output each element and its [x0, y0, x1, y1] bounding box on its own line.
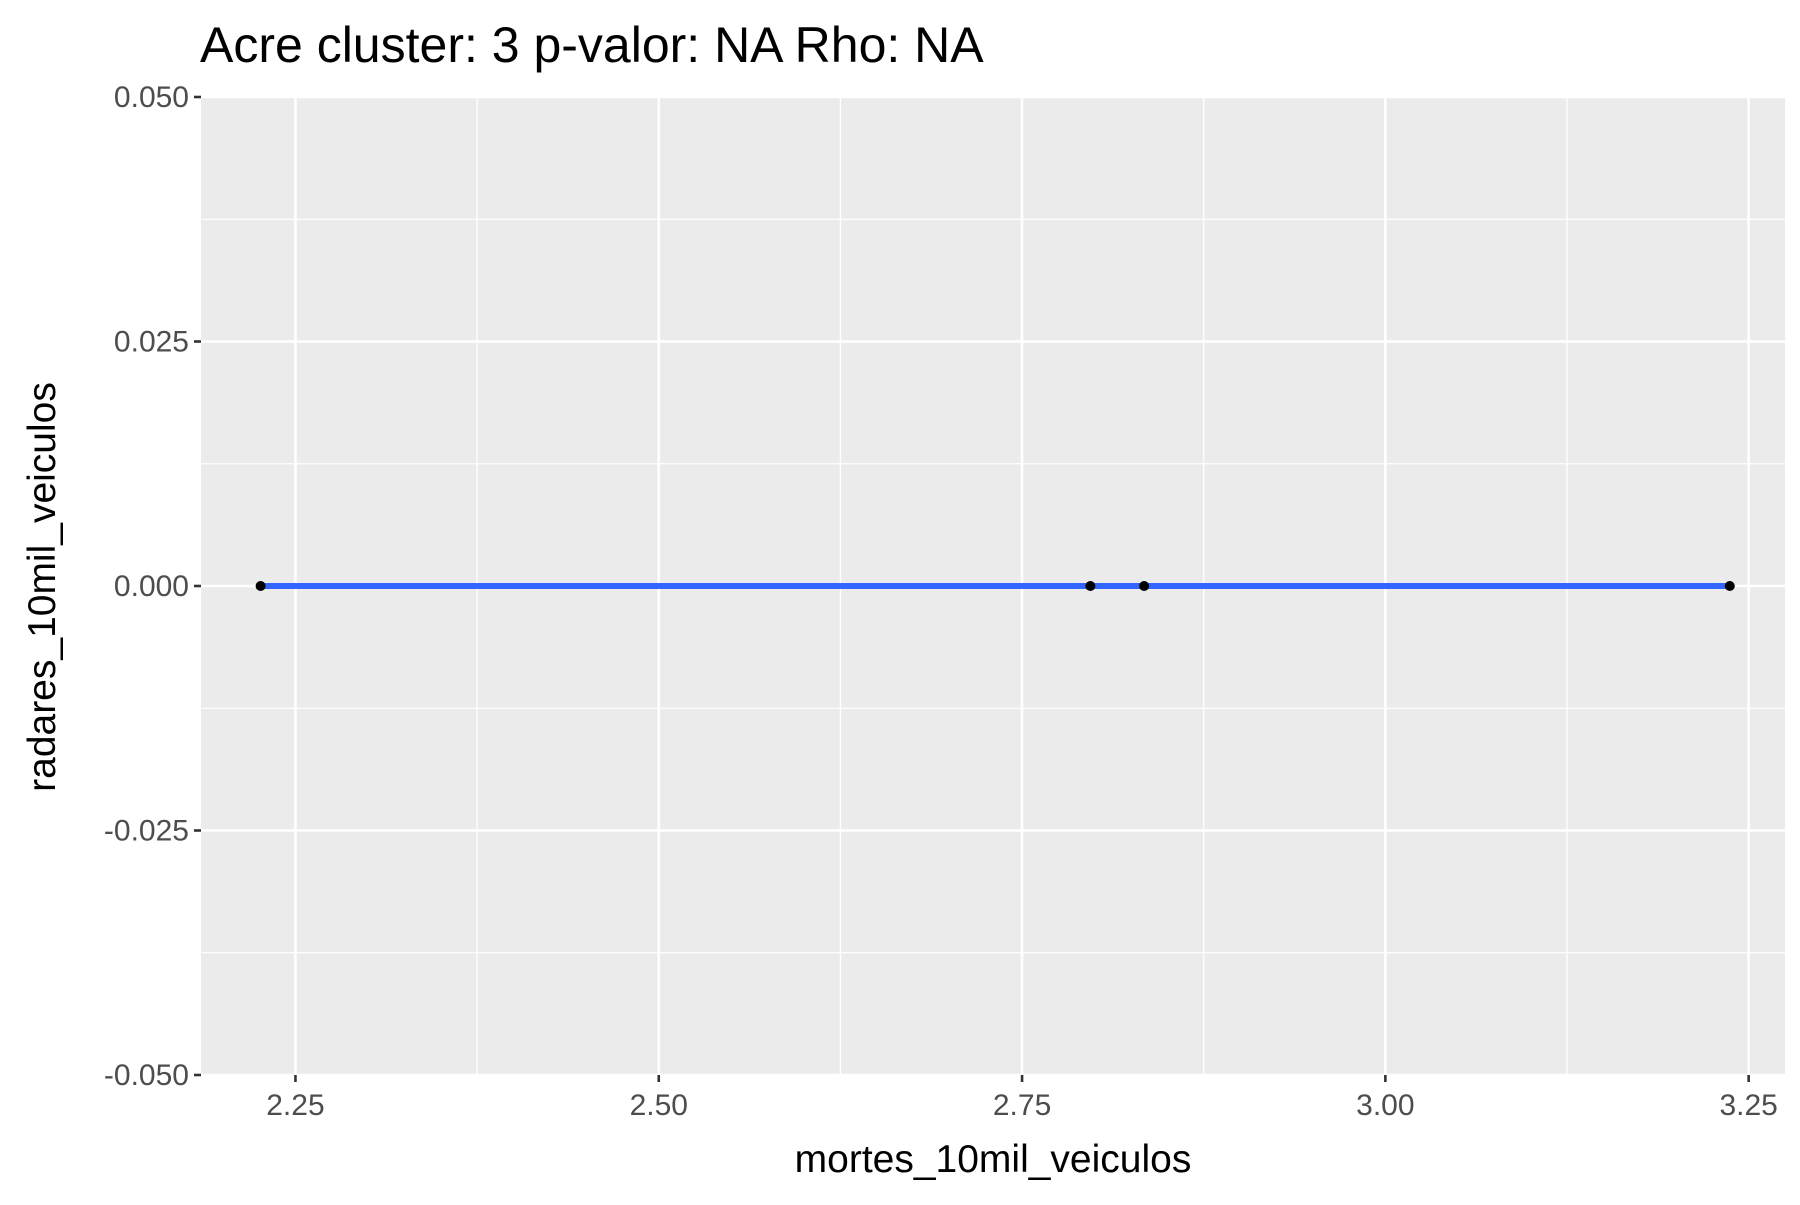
data-point	[1724, 581, 1735, 591]
y-tick-label: -0.025	[104, 815, 189, 848]
y-tick-label: 0.000	[114, 570, 189, 603]
y-axis-title: radares_10mil_veiculos	[21, 382, 64, 792]
chart-title: Acre cluster: 3 p-valor: NA Rho: NA	[200, 17, 984, 73]
x-tick-label: 2.75	[993, 1089, 1051, 1122]
x-tick-label: 2.50	[630, 1089, 688, 1122]
y-axis: 0.050 0.025 0.000 -0.025 -0.050	[104, 81, 201, 1092]
points-layer	[255, 581, 1735, 591]
data-point	[1139, 581, 1150, 591]
x-tick-label: 2.25	[266, 1089, 324, 1122]
x-tick-label: 3.25	[1719, 1089, 1777, 1122]
data-point	[255, 581, 266, 591]
y-tick-label: -0.050	[104, 1059, 189, 1092]
x-axis: 2.25 2.50 2.75 3.00 3.25	[266, 1075, 1778, 1122]
data-point	[1085, 581, 1096, 591]
y-tick-label: 0.050	[114, 81, 189, 114]
x-axis-title: mortes_10mil_veiculos	[795, 1138, 1192, 1181]
x-tick-label: 3.00	[1356, 1089, 1414, 1122]
y-tick-label: 0.025	[114, 326, 189, 359]
